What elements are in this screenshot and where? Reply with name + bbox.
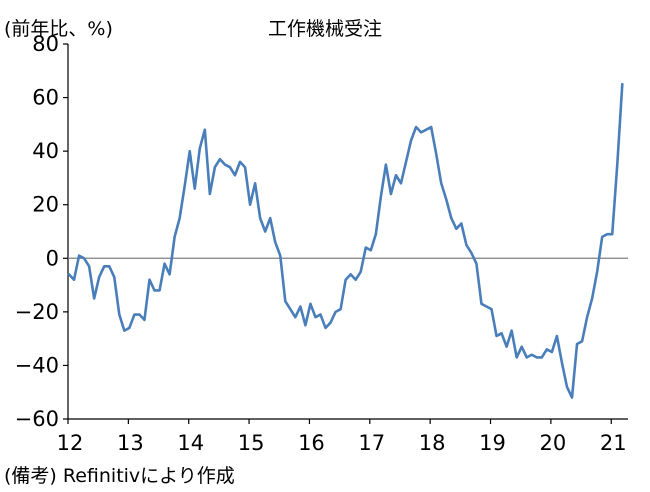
x-tick-label: 16 [298, 431, 325, 455]
x-tick-label: 14 [177, 431, 204, 455]
y-ticks: 80 60 40 20 0 −20 −40 −60 [15, 32, 68, 431]
source-note: (備考) Refinitivにより作成 [4, 465, 235, 487]
y-tick-label: 80 [32, 32, 59, 56]
x-tick-label: 12 [57, 431, 84, 455]
x-tick-label: 15 [238, 431, 265, 455]
x-tick-label: 18 [419, 431, 446, 455]
y-tick-label: 20 [32, 193, 59, 217]
chart-title: 工作機械受注 [268, 18, 383, 40]
axes [67, 44, 628, 420]
x-ticks: 12 13 14 15 16 17 18 19 20 21 [57, 419, 627, 455]
x-tick-label: 17 [358, 431, 385, 455]
y-tick-label: 0 [46, 246, 59, 270]
x-tick-label: 21 [600, 431, 627, 455]
y-tick-label: 60 [32, 86, 59, 110]
x-tick-label: 19 [479, 431, 506, 455]
series-group [67, 82, 624, 399]
y-tick-label: 40 [32, 139, 59, 163]
y-tick-label: −60 [15, 407, 59, 431]
unit-label: (前年比、%) [4, 18, 113, 40]
x-tick-label: 20 [540, 431, 567, 455]
y-tick-label: −20 [15, 300, 59, 324]
y-tick-label: −40 [15, 353, 59, 377]
x-tick-label: 13 [117, 431, 144, 455]
series-line [67, 82, 624, 399]
